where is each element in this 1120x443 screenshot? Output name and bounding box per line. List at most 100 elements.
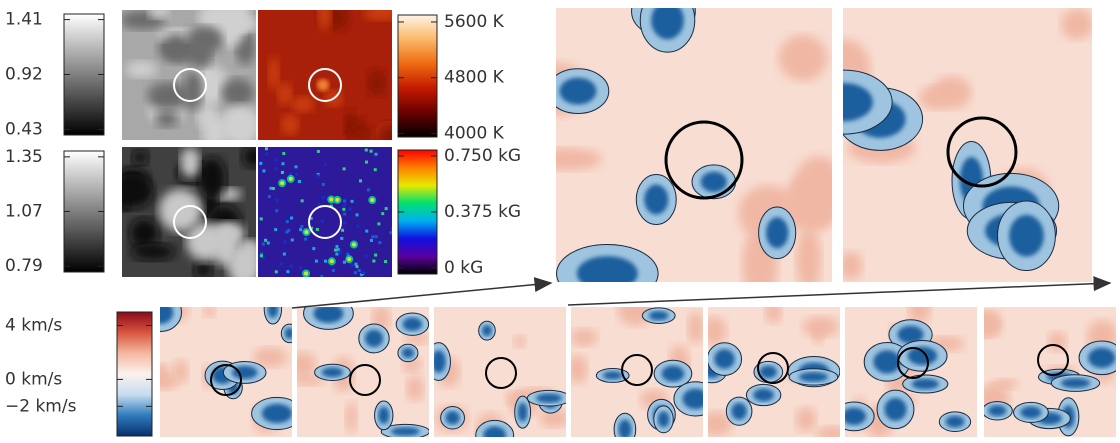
- texture: [290, 233, 294, 237]
- texture: [1061, 8, 1092, 40]
- texture: [517, 402, 528, 422]
- texture: [897, 325, 924, 344]
- texture: [708, 316, 727, 346]
- texture: [376, 122, 392, 140]
- texture: [1060, 378, 1090, 389]
- texture: [1020, 406, 1042, 419]
- texture: [315, 227, 319, 231]
- texture: [384, 260, 388, 264]
- texture: [802, 316, 840, 338]
- texture: [988, 405, 1007, 417]
- texture: [266, 241, 270, 245]
- panel-vel: [434, 307, 566, 437]
- texture: [285, 162, 289, 166]
- texture: [402, 317, 423, 331]
- tick-label: 0.375 kG: [444, 202, 521, 222]
- texture: [335, 179, 339, 183]
- texture: [342, 207, 346, 211]
- tick-label: 1.07: [5, 202, 43, 222]
- texture: [262, 169, 266, 173]
- texture: [274, 270, 278, 274]
- texture: [304, 237, 308, 241]
- texture: [314, 259, 318, 263]
- texture: [559, 77, 597, 105]
- texture: [259, 217, 263, 221]
- tick-label: 0 kG: [444, 258, 483, 278]
- texture: [221, 78, 255, 107]
- texture: [766, 217, 789, 249]
- texture: [267, 307, 279, 318]
- texture: [367, 188, 371, 192]
- texture: [271, 187, 275, 191]
- marker-circle: [210, 364, 242, 396]
- texture: [349, 125, 374, 140]
- texture: [302, 228, 311, 237]
- texture: [269, 186, 273, 190]
- texture: [290, 238, 294, 242]
- texture: [301, 209, 305, 213]
- texture: [309, 226, 313, 230]
- texture: [945, 415, 965, 428]
- texture: [556, 147, 602, 171]
- marker-circle: [349, 364, 381, 396]
- texture: [571, 354, 588, 384]
- texture: [323, 259, 327, 263]
- texture: [264, 238, 268, 242]
- texture: [282, 152, 286, 156]
- texture: [384, 207, 388, 211]
- texture: [349, 240, 358, 249]
- texture: [317, 79, 329, 91]
- texture: [289, 172, 293, 176]
- texture: [267, 195, 271, 199]
- texture: [378, 406, 390, 425]
- panel-gray: [122, 10, 256, 140]
- texture: [342, 167, 346, 171]
- texture: [873, 350, 901, 374]
- texture: [350, 263, 354, 267]
- texture: [359, 273, 363, 277]
- panel-vel: [984, 307, 1116, 437]
- texture: [231, 365, 258, 380]
- texture: [300, 225, 304, 229]
- colorbar: [116, 311, 153, 437]
- tick-label: 5600 K: [444, 12, 505, 32]
- texture: [242, 147, 256, 168]
- texture: [316, 172, 320, 176]
- tick-label: 0.79: [5, 256, 43, 276]
- texture: [313, 307, 344, 324]
- texture: [374, 152, 378, 156]
- texture: [364, 329, 384, 348]
- texture: [320, 275, 324, 277]
- texture: [296, 239, 300, 243]
- texture: [160, 374, 179, 390]
- texture: [374, 253, 378, 257]
- texture: [843, 82, 873, 122]
- texture: [1088, 347, 1116, 368]
- texture: [884, 397, 907, 421]
- texture: [336, 248, 340, 252]
- texture: [984, 312, 1003, 337]
- colorbar: [397, 14, 438, 138]
- texture: [661, 365, 685, 382]
- texture: [401, 347, 414, 359]
- texture: [381, 212, 385, 216]
- marker-circle: [485, 357, 517, 389]
- texture: [261, 242, 265, 246]
- texture: [285, 220, 289, 224]
- texture: [335, 245, 339, 249]
- marker-circle: [173, 205, 207, 239]
- texture: [295, 172, 299, 176]
- texture: [358, 158, 362, 162]
- texture: [275, 209, 279, 213]
- texture: [321, 195, 325, 199]
- tick-label: 1.35: [5, 147, 43, 167]
- texture: [271, 256, 275, 260]
- panel-vel: [845, 307, 977, 437]
- texture: [278, 179, 287, 188]
- texture: [130, 243, 175, 261]
- texture: [264, 147, 268, 151]
- background: [258, 147, 392, 277]
- texture: [374, 235, 378, 239]
- texture: [346, 253, 350, 257]
